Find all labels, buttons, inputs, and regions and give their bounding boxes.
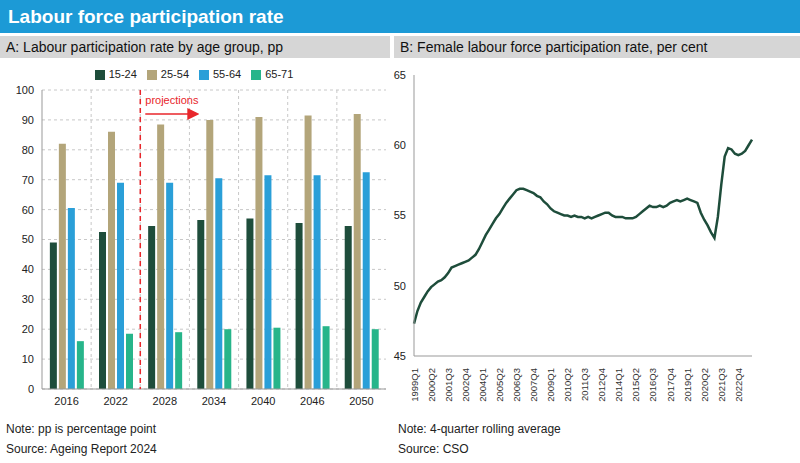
svg-text:2001Q3: 2001Q3	[443, 368, 454, 402]
html-text:A: Labour participation rate b: A: Labour participation rate by age grou…	[6, 39, 284, 55]
svg-text:2009Q1: 2009Q1	[545, 368, 556, 402]
svg-text:100: 100	[16, 84, 34, 96]
svg-text:2046: 2046	[300, 395, 324, 407]
svg-text:55: 55	[394, 209, 406, 221]
svg-text:2000Q2: 2000Q2	[426, 368, 437, 402]
svg-text:2006Q3: 2006Q3	[511, 368, 522, 402]
svg-text:2017Q4: 2017Q4	[665, 368, 676, 402]
svg-text:10: 10	[22, 353, 34, 365]
svg-text:50: 50	[22, 233, 34, 245]
svg-text:2012Q4: 2012Q4	[596, 368, 607, 402]
svg-text:2040: 2040	[251, 395, 275, 407]
svg-text:projections: projections	[145, 94, 199, 106]
svg-text:2005Q2: 2005Q2	[494, 368, 505, 402]
svg-text:60: 60	[394, 139, 406, 151]
html-text:Labour force participation rat: Labour force participation rate	[8, 6, 284, 27]
svg-text:2016: 2016	[54, 395, 78, 407]
svg-text:30: 30	[22, 293, 34, 305]
svg-text:2010Q2: 2010Q2	[562, 368, 573, 402]
svg-text:50: 50	[394, 280, 406, 292]
svg-text:2050: 2050	[349, 395, 373, 407]
svg-text:2004Q1: 2004Q1	[477, 368, 488, 402]
html-text:25-54: 25-54	[160, 68, 189, 80]
svg-text:2014Q1: 2014Q1	[613, 368, 624, 402]
svg-text:2002Q4: 2002Q4	[460, 368, 471, 402]
svg-text:2021Q3: 2021Q3	[716, 368, 727, 402]
svg-text:1999Q1: 1999Q1	[409, 368, 420, 402]
svg-text:2015Q2: 2015Q2	[630, 368, 641, 402]
svg-text:2034: 2034	[202, 395, 226, 407]
svg-text:40: 40	[22, 263, 34, 275]
svg-text:2007Q4: 2007Q4	[528, 368, 539, 402]
html-text:B: Female labour force partici: B: Female labour force participation rat…	[400, 39, 708, 55]
svg-text:70: 70	[22, 174, 34, 186]
html-text:Note: 4-quarter rolling averag: Note: 4-quarter rolling average	[398, 422, 561, 436]
svg-text:2016Q3: 2016Q3	[647, 368, 658, 402]
svg-text:2022Q4: 2022Q4	[733, 368, 744, 402]
html-text:65-71: 65-71	[265, 68, 294, 80]
svg-text:2020Q2: 2020Q2	[699, 368, 710, 402]
svg-text:2011Q3: 2011Q3	[579, 368, 590, 401]
svg-text:80: 80	[22, 144, 34, 156]
html-text:55-64: 55-64	[213, 68, 242, 80]
svg-text:65: 65	[394, 69, 406, 81]
svg-text:20: 20	[22, 323, 34, 335]
svg-text:45: 45	[394, 350, 406, 362]
svg-text:90: 90	[22, 114, 34, 126]
svg-text:2022: 2022	[103, 395, 127, 407]
svg-text:2019Q1: 2019Q1	[682, 368, 693, 402]
svg-text:2028: 2028	[153, 395, 177, 407]
html-text:Source: Ageing Report 2024: Source: Ageing Report 2024	[6, 442, 157, 456]
html-text:Note: pp is percentage point: Note: pp is percentage point	[6, 422, 157, 436]
svg-text:0: 0	[28, 383, 34, 395]
html-text:15-24: 15-24	[108, 68, 137, 80]
svg-text:60: 60	[22, 204, 34, 216]
html-text:Source: CSO: Source: CSO	[398, 442, 469, 456]
